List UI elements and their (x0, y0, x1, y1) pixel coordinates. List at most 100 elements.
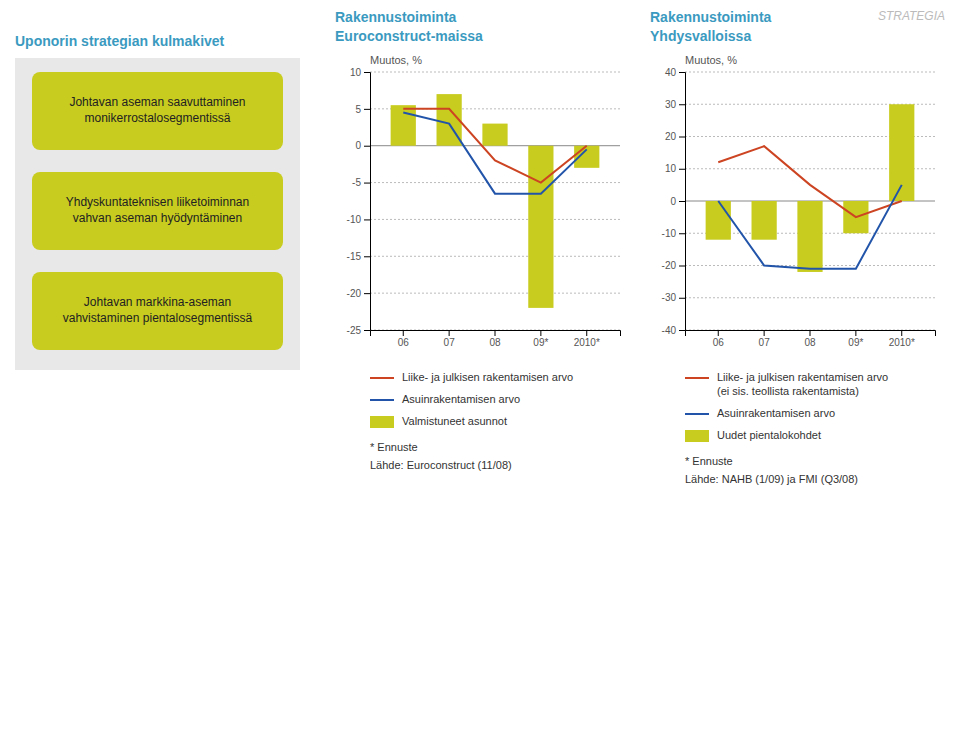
line (403, 113, 586, 194)
y-axis-label: Muutos, % (370, 54, 422, 66)
bar (482, 124, 507, 146)
x-tick-mark (810, 330, 811, 336)
panel-box-text: Johtavan markkina-asemanvahvistaminen pi… (63, 295, 253, 325)
y-tick-label: -10 (662, 228, 677, 239)
x-tick-label: 07 (444, 337, 456, 348)
plot-area (391, 94, 600, 308)
bar (391, 105, 416, 146)
x-tick-mark (586, 330, 587, 336)
legend-label-line: Asuinrakentamisen arvo (717, 407, 835, 419)
x-tick: 06 (398, 330, 410, 348)
y-tick-mark (364, 293, 370, 294)
y-tick-mark (364, 219, 370, 220)
bar (528, 146, 553, 308)
y-tick-label: -10 (347, 214, 362, 225)
legend-label-line: Uudet pientalokohdet (717, 429, 821, 441)
legend-label-line: Liike- ja julkisen rakentamisen arvo (717, 371, 888, 383)
panel-box (32, 272, 283, 350)
legend: Liike- ja julkisen rakentamisen arvo (ei … (685, 371, 888, 442)
legend-label: Asuinrakentamisen arvo (402, 393, 520, 405)
y-tick-mark (364, 330, 370, 331)
y-tick-mark (364, 146, 370, 147)
y-tick: -20 (662, 260, 685, 271)
y-tick-label: 20 (665, 131, 677, 142)
y-tick-mark (364, 256, 370, 257)
y-tick-mark (679, 233, 685, 234)
y-tick-label: 0 (670, 196, 676, 207)
x-tick-label: 07 (759, 337, 771, 348)
x-tick-label: 08 (804, 337, 816, 348)
grid (370, 72, 620, 330)
legend-swatch (370, 377, 394, 379)
chart: RakennustoimintaEuroconstruct-maissaMuut… (335, 9, 621, 471)
y-tick: 10 (665, 163, 685, 174)
y-tick-label: 0 (355, 140, 361, 151)
bar (706, 201, 731, 240)
y-axis: 403020100-10-20-30-40 (662, 67, 686, 336)
x-tick-label: 06 (713, 337, 725, 348)
x-tick-mark (403, 330, 404, 336)
y-tick-mark (679, 266, 685, 267)
y-axis: 1050-5-10-15-20-25 (347, 67, 371, 336)
chart-title: Rakennustoiminta (650, 9, 772, 25)
bar (752, 201, 777, 240)
strategy-panel: Uponorin strategian kulmakivet Johtavan a… (15, 33, 300, 370)
y-tick-label: 5 (355, 104, 361, 115)
grid (685, 72, 935, 330)
y-tick: 40 (665, 67, 685, 78)
chart: RakennustoimintaYhdysvalloissaMuutos, %4… (650, 9, 936, 485)
x-tick-label: 2010* (889, 337, 915, 348)
line (718, 146, 901, 217)
figure: Uponorin strategian kulmakivet Johtavan a… (0, 0, 960, 743)
x-axis-line (686, 331, 936, 337)
x-tick-mark (718, 330, 719, 336)
footnote: Lähde: NAHB (1/09) ja FMI (Q3/08) (685, 473, 858, 485)
x-tick-label: 08 (489, 337, 501, 348)
legend: Liike- ja julkisen rakentamisen arvoAsui… (370, 371, 573, 428)
y-tick-label: 30 (665, 99, 677, 110)
x-tick: 09* (848, 330, 863, 348)
x-tick-mark (495, 330, 496, 336)
x-tick-label: 06 (398, 337, 410, 348)
x-tick-mark (764, 330, 765, 336)
x-tick-mark (901, 330, 902, 336)
legend-label-line: Asuinrakentamisen arvo (402, 393, 520, 405)
y-tick: 30 (665, 99, 685, 110)
line (718, 185, 901, 269)
panel-title: Uponorin strategian kulmakivet (15, 33, 225, 49)
y-tick-mark (679, 169, 685, 170)
legend-label: Liike- ja julkisen rakentamisen arvo (ei … (717, 371, 888, 397)
x-axis: 06 07 08 09* 2010* (686, 330, 936, 348)
x-tick: 07 (759, 330, 771, 348)
legend-swatch (370, 416, 394, 428)
watermark: STRATEGIA (878, 9, 945, 23)
x-tick: 2010* (889, 330, 915, 348)
x-axis-line (371, 331, 621, 337)
y-axis-line (364, 73, 371, 331)
y-tick-mark (679, 72, 685, 73)
x-tick: 2010* (574, 330, 600, 348)
y-tick: 5 (355, 104, 370, 115)
x-tick: 07 (444, 330, 456, 348)
x-tick-label: 09* (848, 337, 863, 348)
panel-box-text: Johtavan aseman saavuttaminenmonikerrost… (69, 95, 245, 125)
y-tick: 10 (350, 67, 370, 78)
y-tick-label: -20 (347, 288, 362, 299)
plot-area (706, 104, 915, 272)
grid-line (370, 256, 620, 257)
panel-box-text-line: Johtavan markkina-aseman (84, 295, 231, 309)
chart-title: Rakennustoiminta (335, 9, 457, 25)
y-tick: -30 (662, 292, 685, 303)
y-tick-label: -15 (347, 251, 362, 262)
y-tick-mark (364, 109, 370, 110)
x-tick-label: 09* (533, 337, 548, 348)
legend-label-line: (ei sis. teollista rakentamista) (717, 385, 859, 397)
x-tick-label: 2010* (574, 337, 600, 348)
y-tick-mark (679, 330, 685, 331)
y-tick-label: -30 (662, 292, 677, 303)
grid-line (370, 182, 620, 183)
y-tick-mark (364, 72, 370, 73)
y-axis-label: Muutos, % (685, 54, 737, 66)
x-tick: 08 (489, 330, 501, 348)
legend-label: Asuinrakentamisen arvo (717, 407, 835, 419)
